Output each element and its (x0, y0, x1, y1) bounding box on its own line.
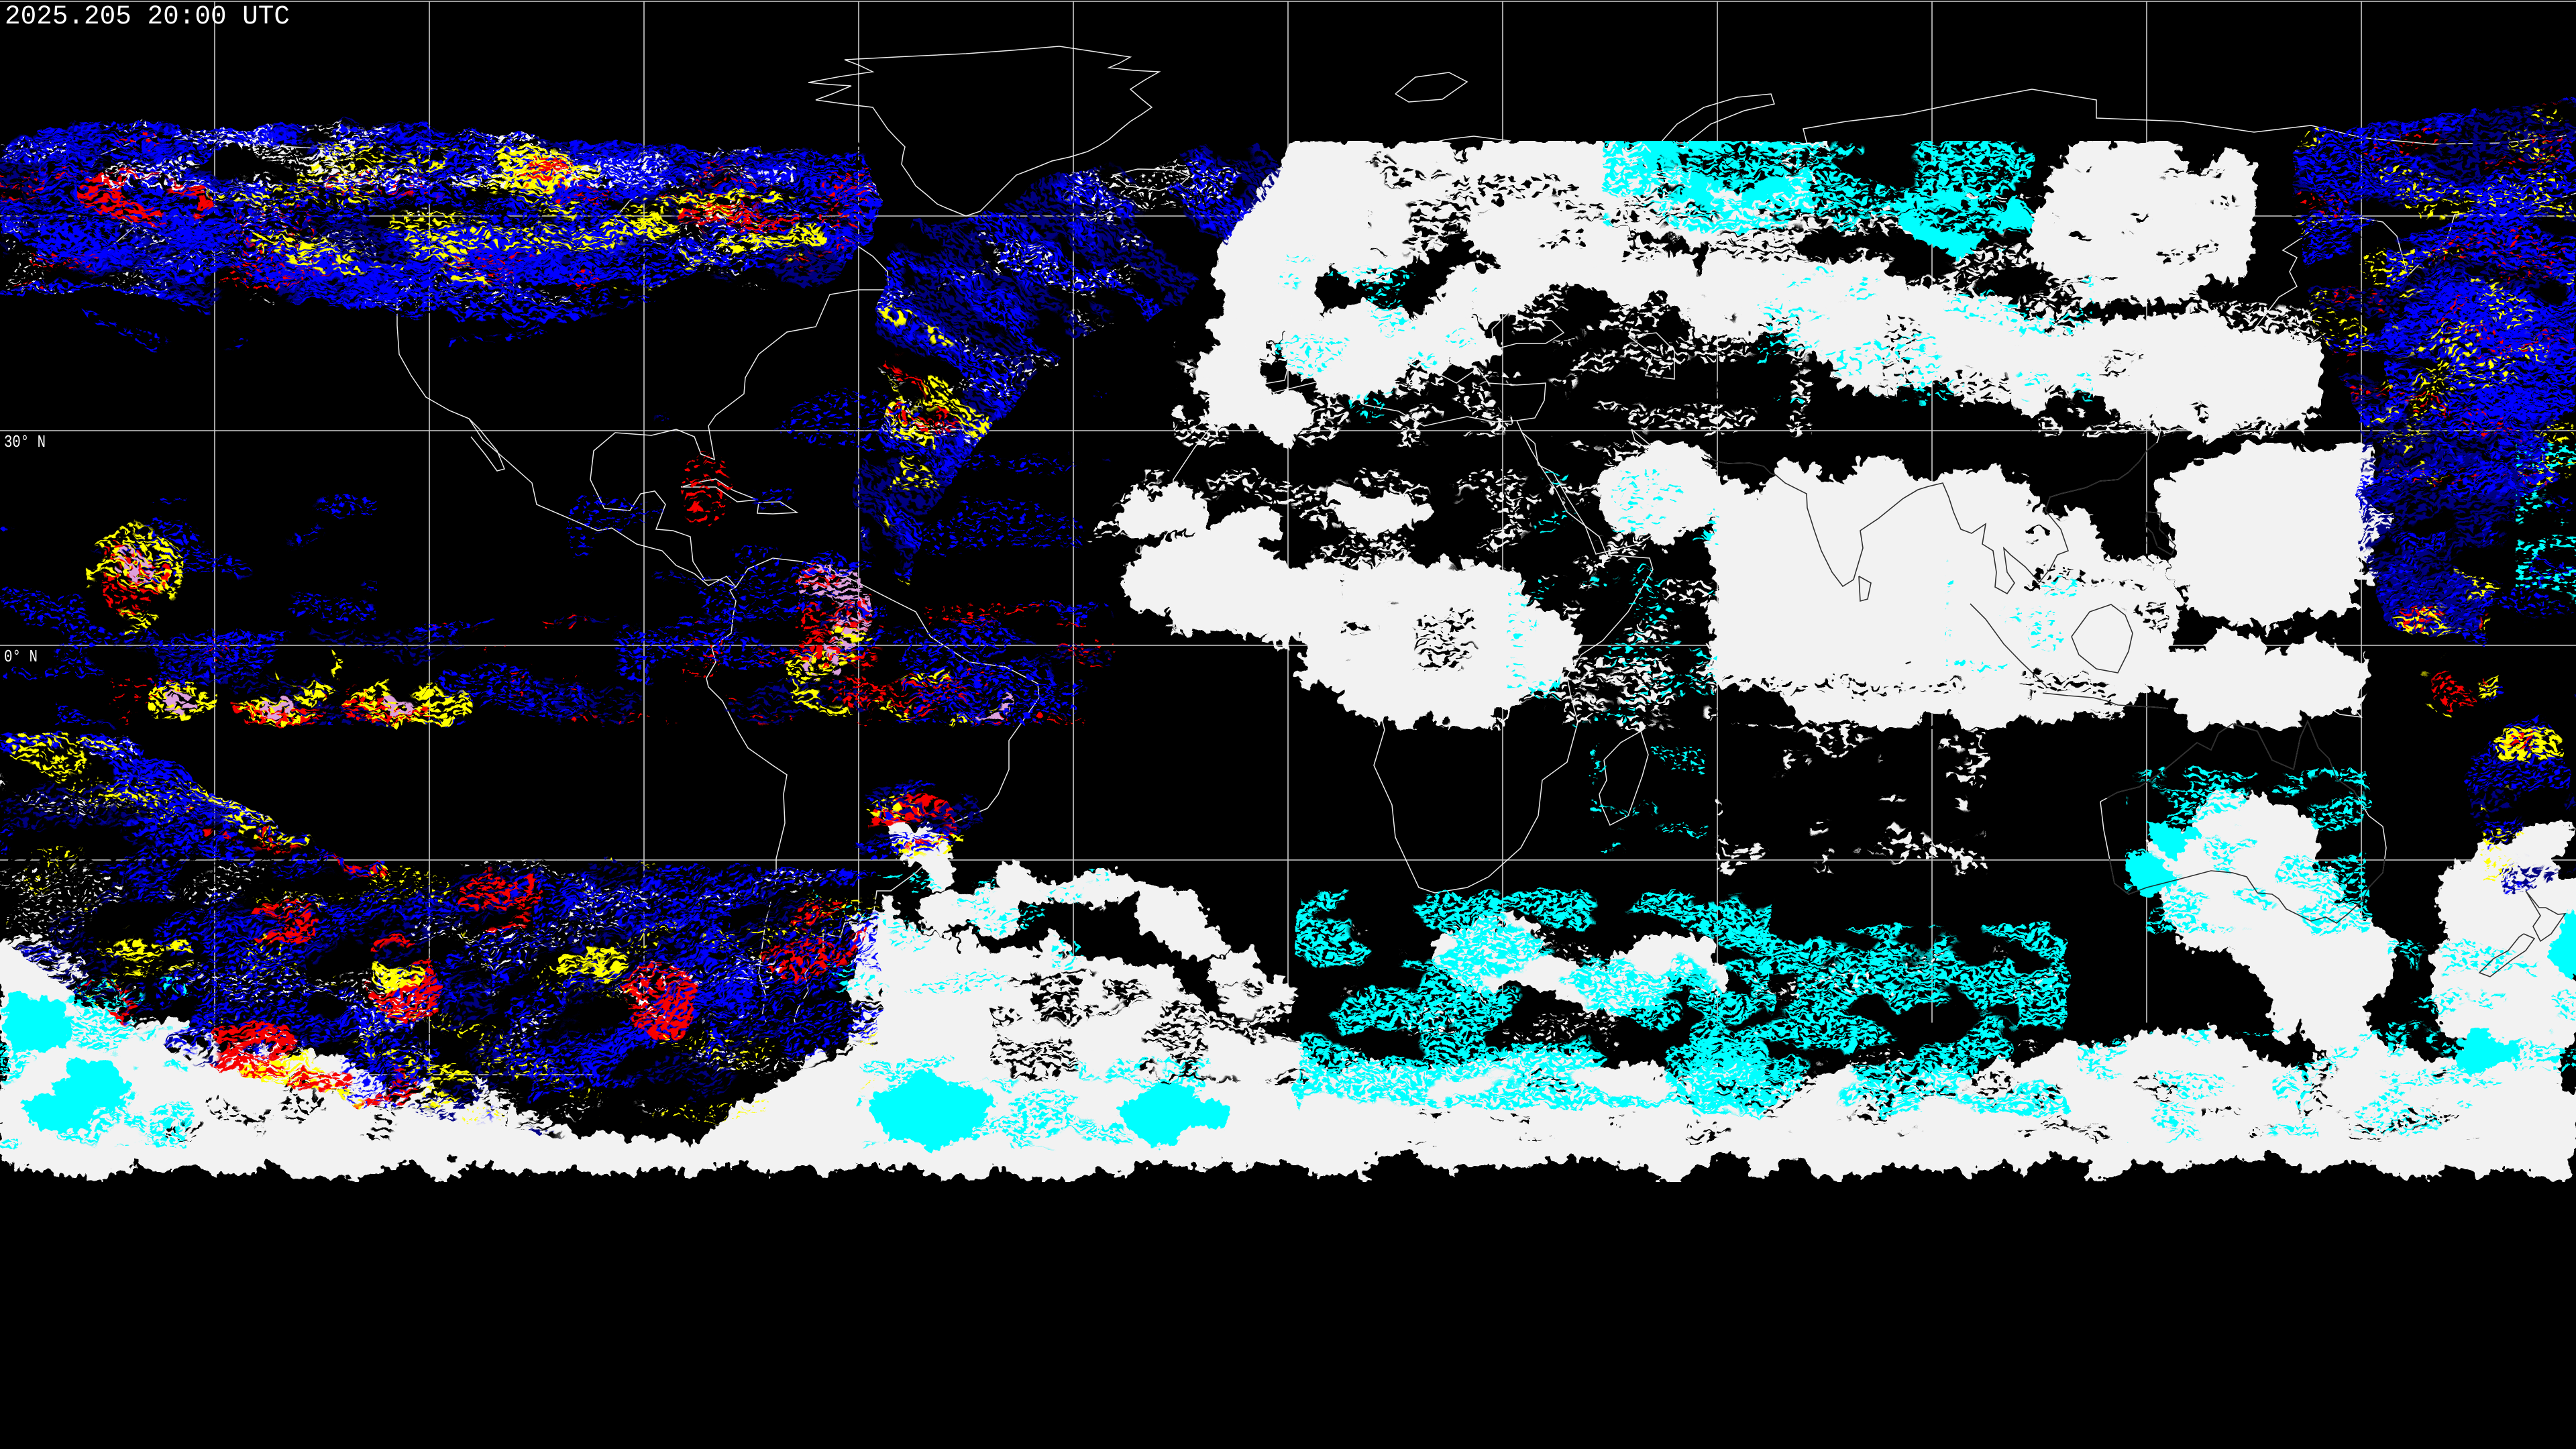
svg-text:Icing Likely: Icing Likely (1574, 1396, 1768, 1430)
svg-text:Heavy Icing: Heavy Icing (1964, 1369, 2141, 1403)
svg-text:Retrieval: Retrieval (74, 1396, 219, 1430)
svg-text:60° S: 60° S (4, 1076, 46, 1096)
svg-text:of Light Icing: of Light Icing (415, 1396, 641, 1430)
svg-text:of Light Icing: of Light Icing (796, 1396, 1022, 1430)
svg-text:0° N: 0° N (4, 647, 38, 667)
svg-text:of Light Icing: of Light Icing (1177, 1396, 1403, 1430)
svg-text:2025.205 20:00 UTC: 2025.205 20:00 UTC (5, 2, 290, 32)
svg-text:30° S: 30° S (4, 861, 46, 881)
svg-text:30° N: 30° N (4, 432, 46, 452)
svg-text:Night Icing: Night Icing (2345, 1369, 2522, 1403)
